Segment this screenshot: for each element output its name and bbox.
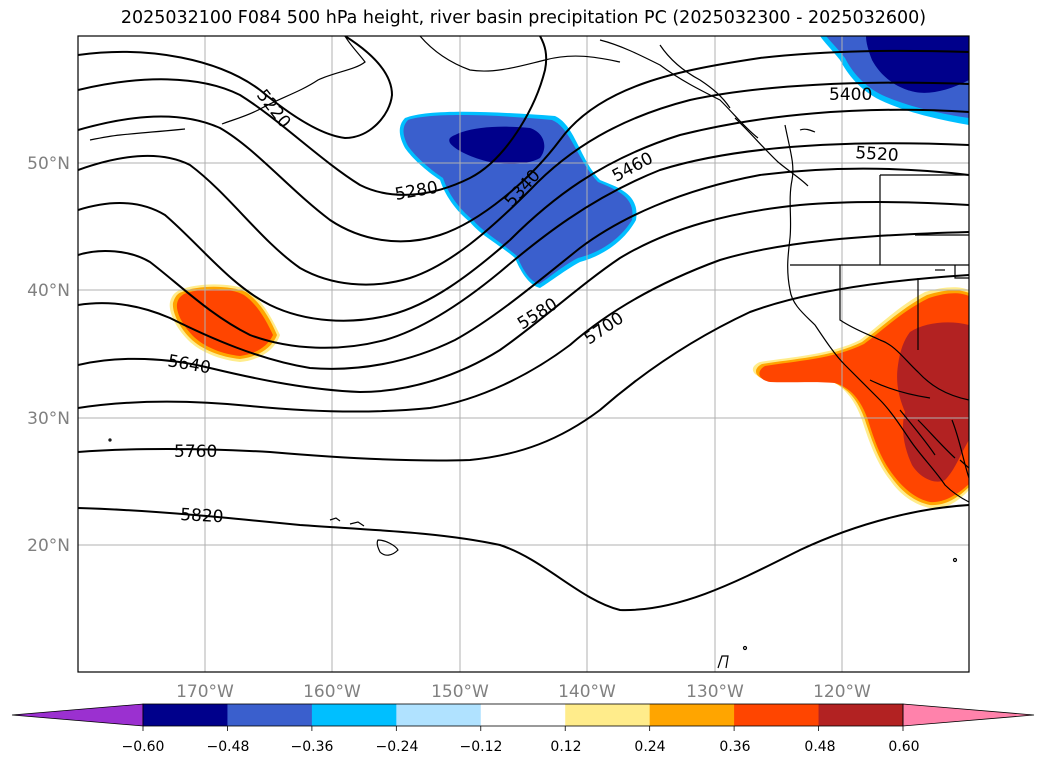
lon-label-160w: 160°W [303, 682, 361, 702]
colorbar-segment [396, 704, 482, 726]
map-panel: 5220 5280 5340 5400 5460 5520 5580 5640 … [78, 36, 969, 672]
colorbar-tick-label: −0.48 [207, 739, 250, 755]
colorbar-tick-label: 0.36 [719, 739, 750, 755]
lat-label-50n: 50°N [27, 154, 70, 174]
map-title: 2025032100 F084 500 hPa height, river ba… [120, 8, 927, 28]
colorbar-tick-label: 0.12 [550, 739, 581, 755]
contour-label-5400: 5400 [829, 85, 872, 105]
colorbar-segment [227, 704, 313, 726]
colorbar-extend-high [902, 703, 1035, 727]
lat-label-20n: 20°N [27, 536, 70, 556]
lat-label-40n: 40°N [27, 281, 70, 301]
colorbar-frame [142, 703, 904, 727]
colorbar-tick-label: 0.60 [888, 739, 919, 755]
colorbar-extend-low [11, 703, 144, 727]
negative-anomaly-northeast [820, 36, 969, 125]
colorbar-segment [143, 704, 228, 726]
latitude-labels: 50°N 40°N 30°N 20°N [27, 154, 70, 556]
height-contours [78, 36, 969, 612]
colorbar-tick-label: 0.48 [804, 739, 835, 755]
negative-anomaly-gulf-of-alaska [399, 111, 637, 289]
colorbar-segment [565, 704, 651, 726]
lat-label-30n: 30°N [27, 409, 70, 429]
lon-label-120w: 120°W [813, 682, 871, 702]
colorbar-tick-labels: −0.60 −0.48 −0.36 −0.24 −0.12 0.12 0.24 … [122, 739, 920, 755]
colorbar-tick-label: −0.24 [376, 739, 419, 755]
islands [108, 438, 958, 669]
lon-label-140w: 140°W [558, 682, 616, 702]
longitude-labels: 170°W 160°W 150°W 140°W 130°W 120°W [176, 682, 871, 702]
map-frame [77, 35, 970, 673]
lon-label-170w: 170°W [176, 682, 234, 702]
colorbar-tick-label: −0.36 [291, 739, 334, 755]
lon-label-130w: 130°W [686, 682, 744, 702]
colorbar-segment [480, 704, 566, 726]
colorbar-tick-label: −0.12 [460, 739, 503, 755]
contour-label-5760: 5760 [174, 442, 217, 462]
contour-label-5520: 5520 [855, 143, 900, 166]
colorbar-tick-label: 0.24 [634, 739, 665, 755]
colorbar-segment [311, 704, 397, 726]
positive-anomaly-central-pacific [169, 284, 280, 362]
coastlines [89, 36, 969, 503]
colorbar-segment [734, 704, 820, 726]
contour-label-5820: 5820 [180, 505, 224, 527]
lon-label-150w: 150°W [431, 682, 489, 702]
colorbar-tick-label: −0.60 [122, 739, 165, 755]
colorbar-segment [649, 704, 735, 726]
colorbar-segment [818, 704, 904, 726]
colorbar [11, 703, 1035, 731]
